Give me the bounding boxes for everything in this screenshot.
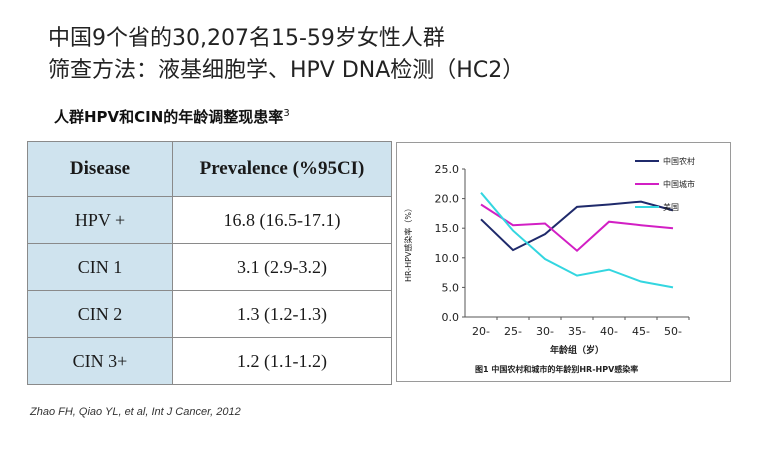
y-tick-label: 5.0 <box>442 281 460 294</box>
table-title-text: 人群HPV和CIN的年龄调整现患率 <box>54 108 284 126</box>
header-prevalence: Prevalence (%95CI) <box>172 141 392 197</box>
series-line-0 <box>480 200 674 252</box>
series-line-2 <box>480 192 674 289</box>
legend-label: 中国农村 <box>663 156 695 166</box>
prevalence-table: Disease Prevalence (%95CI) HPV + 16.8 (1… <box>27 141 392 385</box>
prevalence-cell: 1.3 (1.2-1.3) <box>172 290 392 338</box>
heading-line-2: 筛查方法：液基细胞学、HPV DNA检测（HC2） <box>48 58 525 83</box>
y-ticks: 0.0 5.0 10.0 15.0 20.0 25.0 <box>435 163 465 324</box>
series-lines <box>480 192 674 289</box>
x-ticks: 20- 25- 30- 35- 40- 45- 50- <box>472 317 690 338</box>
disease-cell: HPV + <box>27 196 173 244</box>
x-tick-label: 25- <box>504 325 522 338</box>
chart-title: 图1 中国农村和城市的年龄别HR-HPV感染率 <box>475 364 638 374</box>
table-row: CIN 2 1.3 (1.2-1.3) <box>27 290 392 338</box>
prevalence-cell: 1.2 (1.1-1.2) <box>172 337 392 385</box>
header-disease: Disease <box>27 141 173 197</box>
y-tick-label: 25.0 <box>435 163 460 176</box>
disease-cell: CIN 3+ <box>27 337 173 385</box>
disease-cell: CIN 2 <box>27 290 173 338</box>
x-tick-label: 50- <box>664 325 682 338</box>
y-tick-label: 20.0 <box>435 193 460 206</box>
y-tick-label: 15.0 <box>435 222 460 235</box>
x-tick-label: 20- <box>472 325 490 338</box>
x-tick-label: 35- <box>568 325 586 338</box>
hpv-line-chart: 0.0 5.0 10.0 15.0 20.0 25.0 20- 25- 30- 35- 40- 45… <box>403 156 695 374</box>
x-axis-label: 年龄组（岁） <box>550 344 604 356</box>
y-tick-label: 0.0 <box>442 311 460 324</box>
x-tick-label: 45- <box>632 325 650 338</box>
heading-line-1: 中国9个省的30,207名15-59岁女性人群 <box>48 26 445 51</box>
y-axis-label: HR-HPV感染率（%） <box>403 204 413 282</box>
prevalence-cell: 3.1 (2.9-3.2) <box>172 243 392 291</box>
table-row: HPV + 16.8 (16.5-17.1) <box>27 196 392 244</box>
table-header-row: Disease Prevalence (%95CI) <box>27 141 392 197</box>
series-line-1 <box>480 203 674 253</box>
table-title-ref: 3 <box>283 108 290 119</box>
x-tick-label: 30- <box>536 325 554 338</box>
table-row: CIN 3+ 1.2 (1.1-1.2) <box>27 337 392 385</box>
table-row: CIN 1 3.1 (2.9-3.2) <box>27 243 392 291</box>
prevalence-cell: 16.8 (16.5-17.1) <box>172 196 392 244</box>
disease-cell: CIN 1 <box>27 243 173 291</box>
legend-label: 中国城市 <box>663 179 695 189</box>
chart-frame: 0.0 5.0 10.0 15.0 20.0 25.0 20- 25- 30- 35- 40- 45… <box>396 142 731 382</box>
legend-label: 美国 <box>663 202 679 212</box>
citation: Zhao FH, Qiao YL, et al, Int J Cancer, 2… <box>30 406 241 418</box>
x-tick-label: 40- <box>600 325 618 338</box>
table-title: 人群HPV和CIN的年龄调整现患率3 <box>54 106 290 127</box>
y-tick-label: 10.0 <box>435 252 460 265</box>
